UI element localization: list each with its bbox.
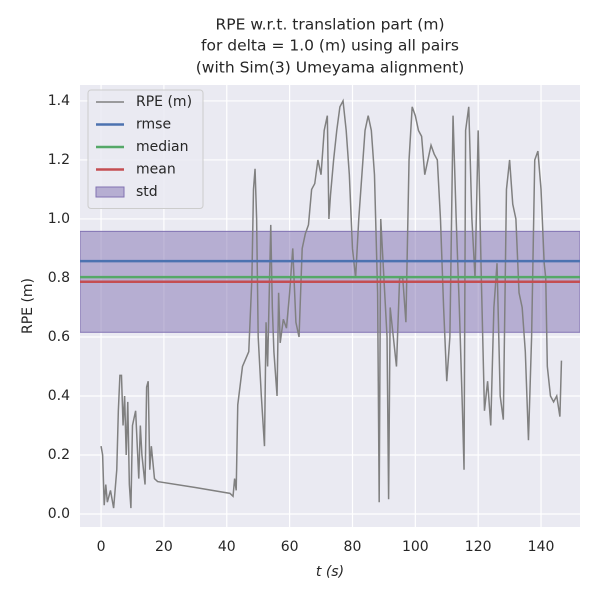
y-tick-label: 0.2 bbox=[48, 447, 70, 463]
x-axis-label: t (s) bbox=[316, 564, 344, 580]
x-tick-label: 60 bbox=[281, 539, 299, 555]
x-tick-label: 20 bbox=[155, 539, 173, 555]
chart-title: for delta = 1.0 (m) using all pairs bbox=[201, 37, 459, 55]
y-tick-label: 0.4 bbox=[48, 388, 70, 404]
x-tick-label: 120 bbox=[465, 539, 492, 555]
y-tick-label: 1.4 bbox=[48, 93, 70, 109]
x-tick-label: 40 bbox=[218, 539, 236, 555]
legend-label: median bbox=[136, 139, 188, 155]
legend-label: RPE (m) bbox=[136, 94, 192, 110]
y-tick-label: 1.0 bbox=[48, 211, 70, 227]
y-tick-label: 0.8 bbox=[48, 270, 70, 286]
legend-label: mean bbox=[136, 162, 176, 178]
chart-title: RPE w.r.t. translation part (m) bbox=[215, 16, 444, 34]
legend-label: rmse bbox=[136, 117, 171, 133]
data-line bbox=[100, 98, 563, 509]
x-tick-label: 80 bbox=[344, 539, 362, 555]
legend-swatch bbox=[95, 186, 125, 198]
y-axis-label: RPE (m) bbox=[20, 278, 36, 334]
x-tick-label: 0 bbox=[97, 539, 106, 555]
y-tick-label: 0.6 bbox=[48, 329, 70, 345]
legend-label: std bbox=[136, 184, 158, 200]
legend-box bbox=[87, 89, 204, 209]
x-tick-label: 100 bbox=[402, 539, 429, 555]
chart-title: (with Sim(3) Umeyama alignment) bbox=[196, 59, 465, 77]
x-tick-label: 140 bbox=[528, 539, 555, 555]
y-tick-label: 1.2 bbox=[48, 152, 70, 168]
y-tick-label: 0.0 bbox=[48, 506, 70, 522]
